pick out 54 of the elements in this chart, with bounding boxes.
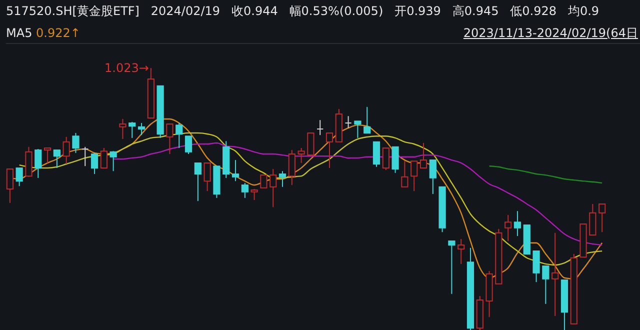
candlestick	[542, 266, 550, 304]
text: 2023/11/13-2024/02/19(64日	[463, 25, 638, 41]
candlestick	[288, 150, 296, 186]
candlestick	[44, 147, 52, 164]
candlestick	[364, 106, 371, 134]
candlestick	[458, 238, 465, 264]
candlestick	[504, 214, 512, 242]
candlestick	[410, 160, 418, 192]
text: 0.922↑	[36, 26, 80, 40]
candlestick	[532, 250, 540, 283]
candlestick	[184, 136, 192, 154]
candlestick	[344, 116, 352, 128]
candlestick	[298, 147, 305, 164]
candlestick	[270, 168, 277, 208]
text: MA5	[6, 26, 34, 40]
candlestick	[138, 122, 146, 136]
candlestick	[62, 136, 70, 164]
candlestick	[589, 203, 596, 236]
candlestick	[250, 188, 258, 201]
candlestick	[53, 150, 60, 168]
candlestick	[241, 182, 248, 198]
candlestick	[119, 118, 126, 140]
candlestick	[100, 147, 108, 168]
candlestick	[16, 167, 23, 187]
candlestick	[382, 147, 390, 171]
candlestick	[82, 146, 89, 167]
candlestick	[552, 232, 559, 317]
candlestick	[34, 148, 42, 178]
candlestick	[326, 132, 334, 168]
candlestick	[316, 120, 324, 136]
candlestick	[6, 168, 14, 204]
candlestick	[392, 146, 399, 174]
candlestick	[194, 162, 202, 202]
candlestick	[372, 141, 380, 168]
annotation: 1.023→	[104, 61, 149, 75]
candlestick	[72, 132, 80, 154]
candlestick	[90, 152, 98, 174]
candlestick	[128, 121, 136, 138]
candlestick	[260, 174, 268, 188]
candlestick	[232, 160, 240, 182]
candlestick	[354, 120, 362, 138]
candlestick	[307, 132, 314, 156]
candlestick	[204, 162, 211, 192]
candlestick	[420, 142, 428, 168]
candlestick	[598, 203, 606, 233]
candlestick	[176, 122, 183, 148]
candlestick	[429, 160, 436, 194]
candlestick	[448, 240, 456, 294]
candlestick	[401, 160, 408, 188]
candlestick	[166, 124, 174, 154]
chart-title: 517520.SH[黄金股ETF] 2024/02/19 收0.944 幅0.53%(0.005) 开0.939 高0.945 低0.928 均0.9	[6, 3, 600, 19]
candlestick	[278, 170, 286, 188]
candlestick	[514, 210, 522, 237]
candlestick	[110, 150, 117, 172]
